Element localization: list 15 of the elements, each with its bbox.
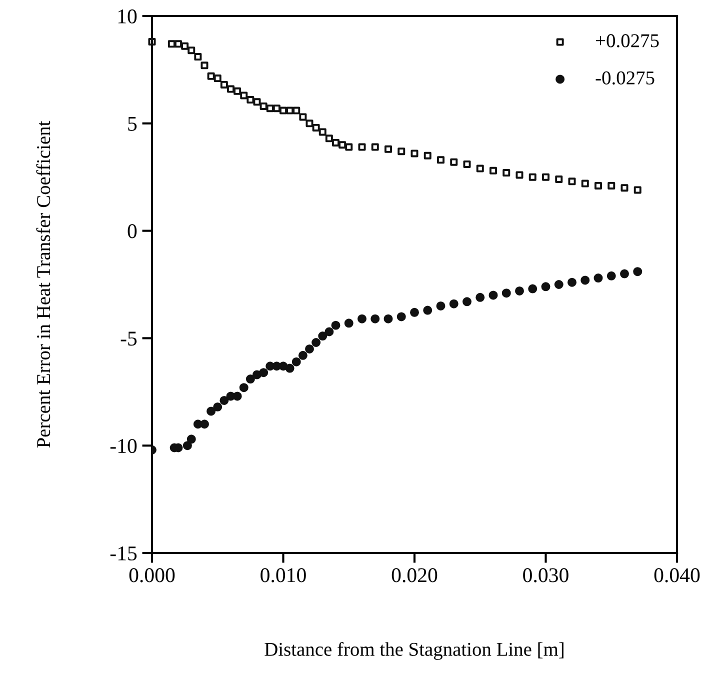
x-tick-label: 0.010 xyxy=(260,568,306,582)
x-tick-label: 0.000 xyxy=(129,568,175,582)
y-tick-label: -5 xyxy=(120,332,137,346)
y-axis-title: Percent Error in Heat Transfer Coefficient xyxy=(36,120,50,448)
x-tick-label: 0.040 xyxy=(654,568,700,582)
y-tick-label: 10 xyxy=(118,9,137,24)
y-tick-label: 0 xyxy=(128,224,137,238)
y-tick-label: -15 xyxy=(110,546,137,560)
x-axis-title: Distance from the Stagnation Line [m] xyxy=(264,642,564,660)
x-tick-label: 0.030 xyxy=(523,568,568,582)
legend-label: +0.0275 xyxy=(596,34,659,48)
x-tick-label: 0.020 xyxy=(392,568,438,582)
y-tick-label: -10 xyxy=(110,438,137,454)
legend-label: -0.0275 xyxy=(596,71,654,85)
y-tick-label: 5 xyxy=(128,116,137,131)
